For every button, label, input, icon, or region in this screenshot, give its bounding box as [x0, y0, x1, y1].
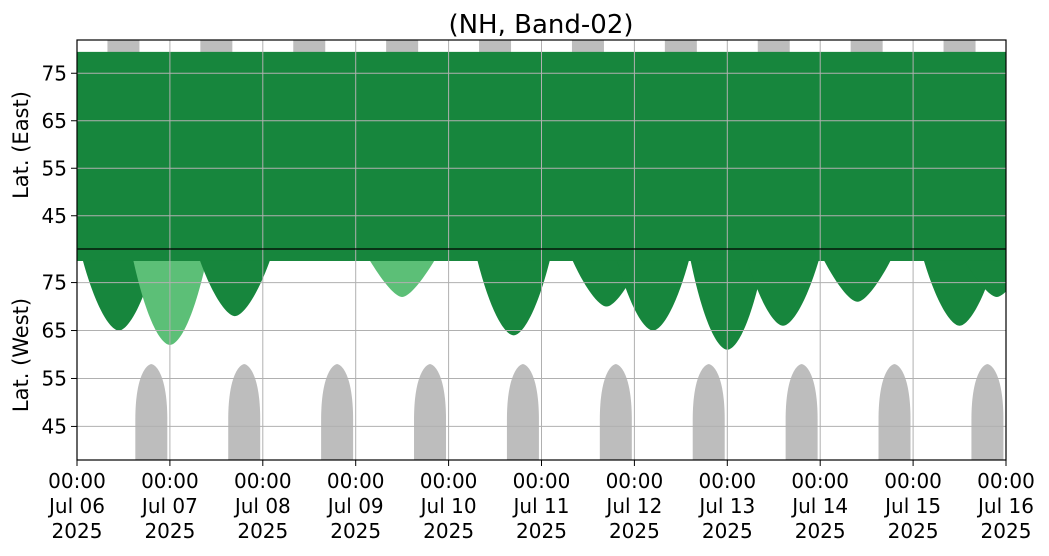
no-coverage-region-west [971, 364, 1004, 460]
x-tick-label: 00:00 Jul 06 2025 [47, 469, 106, 543]
no-coverage-region-west [506, 364, 539, 460]
x-tick-label: 00:00 Jul 12 2025 [604, 469, 663, 543]
x-tick-label: 00:00 Jul 11 2025 [512, 469, 571, 543]
no-coverage-region-west [414, 364, 447, 460]
y-tick-label-west: 55 [42, 366, 67, 390]
no-coverage-region-west [785, 364, 818, 460]
x-tick-label: 00:00 Jul 14 2025 [790, 469, 849, 543]
y-axis: 45 55 65 75 75 65 55 45 [42, 61, 77, 438]
grid-lines [76, 40, 1007, 460]
activity-region-west [818, 249, 897, 302]
activity-region-west [474, 249, 553, 336]
data-layer [77, 40, 1006, 460]
y-axis-label-east: Lat. (East) [9, 91, 33, 199]
y-tick-label-east: 75 [42, 61, 67, 85]
x-axis: 00:00 Jul 06 2025 00:00 Jul 07 2025 00:00 Jul 0… [47, 460, 1035, 543]
chart-title: (NH, Band-02) [448, 10, 633, 40]
x-tick-label: 00:00 Jul 16 2025 [976, 469, 1035, 543]
no-coverage-region-west [692, 364, 725, 460]
no-coverage-region-west [878, 364, 911, 460]
y-tick-label-east: 55 [42, 156, 67, 180]
plot-area [76, 39, 1007, 461]
y-tick-label-west: 65 [42, 319, 67, 343]
y-tick-label-west: 75 [42, 271, 67, 295]
y-axis-label-west: Lat. (West) [9, 298, 33, 412]
x-tick-label: 00:00 Jul 13 2025 [697, 469, 756, 543]
x-tick-label: 00:00 Jul 08 2025 [233, 469, 292, 543]
activity-region-west [744, 249, 823, 326]
no-coverage-region-west [321, 364, 354, 460]
y-tick-label-east: 65 [42, 109, 67, 133]
no-coverage-region-west [135, 364, 168, 460]
y-tick-label-west: 45 [42, 414, 67, 438]
no-coverage-region-west [228, 364, 261, 460]
x-tick-label: 00:00 Jul 09 2025 [326, 469, 385, 543]
x-tick-label: 00:00 Jul 15 2025 [883, 469, 942, 543]
y-tick-label-east: 45 [42, 204, 67, 228]
activity-region-west [613, 249, 692, 331]
x-tick-label: 00:00 Jul 07 2025 [140, 469, 199, 543]
no-coverage-region-west [599, 364, 632, 460]
activity-region-west [957, 249, 1006, 297]
x-tick-label: 00:00 Jul 10 2025 [419, 469, 478, 543]
